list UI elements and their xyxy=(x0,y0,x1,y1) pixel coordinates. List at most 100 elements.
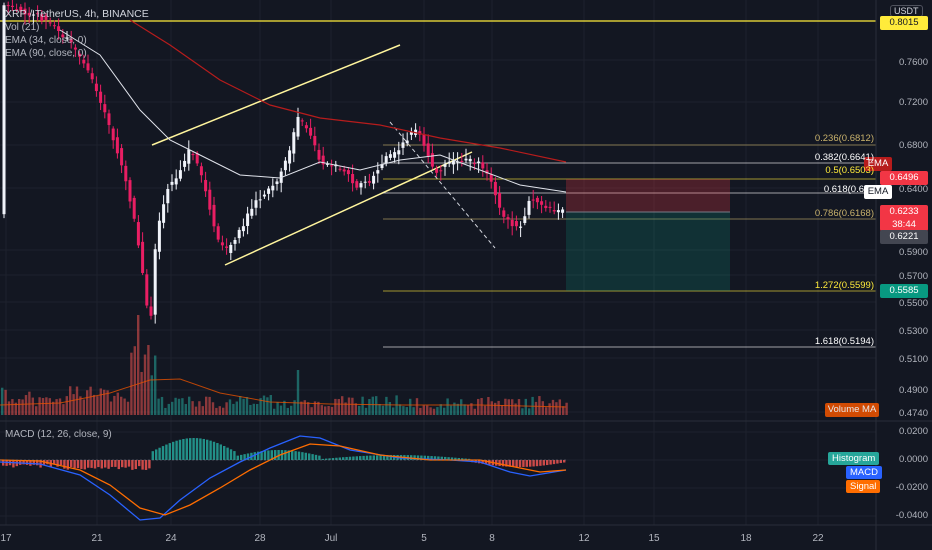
volume-bar xyxy=(337,399,340,415)
volume-bar xyxy=(358,405,361,415)
macd-histogram-bar xyxy=(32,460,35,465)
macd-histogram-bar xyxy=(144,460,148,470)
volume-bar xyxy=(31,397,34,415)
macd-histogram-bar xyxy=(318,455,321,460)
macd-histogram-bar xyxy=(498,460,501,467)
time-label: 21 xyxy=(91,533,103,544)
symbol-title[interactable]: XRP / TetherUS, 4h, BINANCE xyxy=(5,8,149,20)
candle-body xyxy=(241,226,245,232)
volume-bar xyxy=(439,404,442,415)
candle-body xyxy=(90,73,94,80)
candle-body xyxy=(527,200,531,215)
macd-histogram-bar xyxy=(420,455,423,460)
time-label: 28 xyxy=(254,533,266,544)
candle-body xyxy=(405,140,409,144)
last-price: 0.6233 xyxy=(889,206,919,217)
fib-label-0236[interactable]: 0.236(0.6812) xyxy=(814,133,874,144)
volume-bar xyxy=(171,401,174,415)
macd-histogram-bar xyxy=(280,450,284,460)
macd-histogram-bar xyxy=(542,460,545,466)
candle-body xyxy=(292,132,296,154)
candle-body xyxy=(430,153,434,167)
volume-bar xyxy=(235,401,238,415)
macd-histogram-bar xyxy=(559,460,562,464)
volume-bar xyxy=(422,405,425,415)
volume-bar xyxy=(320,405,323,415)
candle-body xyxy=(195,153,199,164)
candle-body xyxy=(15,9,19,11)
candle-body xyxy=(52,25,56,27)
fib-label-0382[interactable]: 0.382(0.6641) xyxy=(814,152,874,163)
macd-histogram-bar xyxy=(127,460,131,467)
macd-histogram-bar xyxy=(430,456,433,460)
volume-bar xyxy=(545,407,548,415)
macd-axis-label: 0.0200 xyxy=(898,426,928,437)
macd-histogram-bar xyxy=(253,452,256,460)
macd-histogram-bar xyxy=(416,455,420,460)
volume-bar xyxy=(494,402,497,415)
candle-body xyxy=(86,63,90,71)
volume-bar xyxy=(426,405,429,415)
candle-body xyxy=(367,181,371,183)
volume-bar xyxy=(106,390,109,415)
macd-histogram-bar xyxy=(114,460,117,467)
red-price-tag: 0.6496 xyxy=(880,171,928,185)
macd-line xyxy=(0,435,567,521)
indicator-vol[interactable]: Vol (21) xyxy=(5,22,40,33)
macd-histogram-bar xyxy=(427,455,430,460)
price-label: 0.4900 xyxy=(898,385,928,396)
candle-body xyxy=(460,160,464,162)
candle-body xyxy=(162,204,166,223)
macd-histogram-bar xyxy=(518,460,522,467)
indicator-macd[interactable]: MACD (12, 26, close, 9) xyxy=(5,429,112,440)
candle-body xyxy=(468,158,472,162)
volume-bar xyxy=(449,405,453,415)
candle-body xyxy=(65,37,69,39)
macd-histogram-bar xyxy=(219,444,222,460)
volume-bar xyxy=(143,354,147,415)
indicator-ema34[interactable]: EMA (34, close, 0) xyxy=(5,35,87,46)
volume-bar xyxy=(174,397,177,415)
macd-histogram-bar xyxy=(382,455,386,460)
macd-histogram-bar xyxy=(83,460,86,470)
volume-bar xyxy=(157,398,160,415)
volume-bar xyxy=(201,406,204,415)
volume-bar xyxy=(218,406,221,415)
ema90-tag: EMA xyxy=(864,157,892,171)
macd-histogram-bar xyxy=(308,453,311,460)
candle-body xyxy=(31,14,35,16)
fib-label-1618[interactable]: 1.618(0.5194) xyxy=(814,336,874,347)
candle-body xyxy=(141,241,145,273)
time-label: 22 xyxy=(812,533,824,544)
volume-bar xyxy=(188,396,191,415)
drawing-tools[interactable] xyxy=(0,20,876,348)
macd-histogram-bar xyxy=(304,452,307,460)
volume-bar xyxy=(392,407,395,415)
volume-bar xyxy=(500,405,504,415)
fib-label-0618[interactable]: 0.618(0.6 xyxy=(823,184,864,195)
volume-ma-tag: Volume MA xyxy=(825,403,879,417)
indicator-ema90[interactable]: EMA (90, close, 0) xyxy=(5,48,87,59)
fib-label-05[interactable]: 0.5(0.6503) xyxy=(825,165,874,176)
macd-histogram-bar xyxy=(22,460,25,465)
macd-histogram-bar xyxy=(195,438,199,460)
macd-histogram-bar xyxy=(107,460,110,469)
fib-label-0786[interactable]: 0.786(0.6168) xyxy=(814,208,874,219)
candle-body xyxy=(556,210,560,213)
volume-bar xyxy=(341,396,344,415)
macd-histogram-bar xyxy=(355,456,358,460)
macd-histogram-bar xyxy=(505,460,508,467)
volume-bar xyxy=(245,397,249,415)
volume-bar xyxy=(327,405,330,415)
macd-histogram-bar xyxy=(450,457,454,460)
volume-bar xyxy=(313,401,317,415)
volume-bar xyxy=(463,404,466,415)
macd-histogram-bar xyxy=(321,458,324,460)
macd-histogram-bar xyxy=(413,455,416,460)
volume-bar xyxy=(137,315,140,415)
fib-label-1272[interactable]: 1.272(0.5599) xyxy=(814,280,874,291)
macd-histogram-bar xyxy=(141,460,144,470)
macd-histogram-bar xyxy=(12,460,15,468)
volume-bar xyxy=(130,352,133,415)
